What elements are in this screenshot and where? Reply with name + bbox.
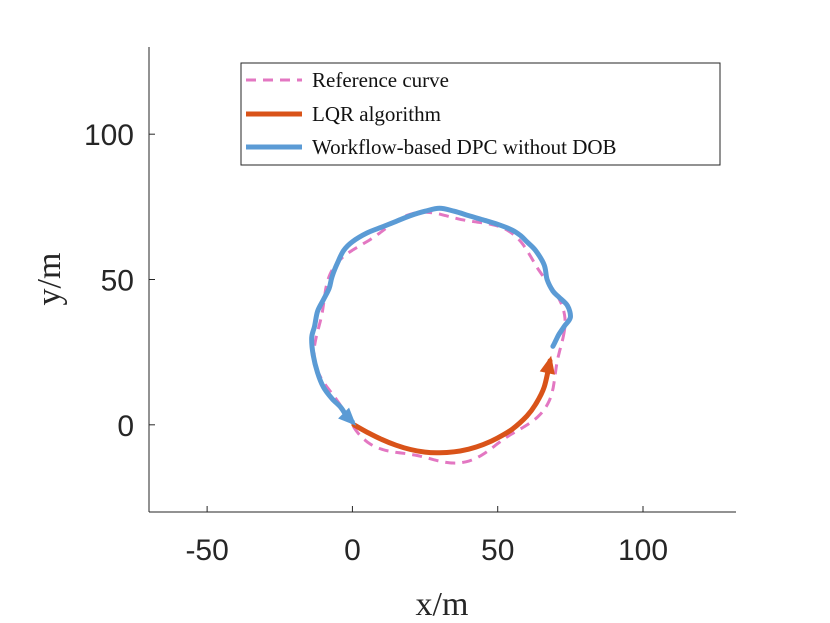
x-tick-label: 50 [481, 534, 514, 567]
legend-label-dpc: Workflow-based DPC without DOB [312, 135, 617, 159]
series-line-lqr [351, 358, 553, 456]
x-tick-label: 100 [618, 534, 668, 567]
x-tick-label: -50 [185, 534, 228, 567]
series-line-dpc [309, 205, 573, 425]
x-tick-label: 0 [344, 534, 361, 567]
legend: Reference curve LQR algorithm Workflow-b… [240, 62, 721, 166]
series-arrow-lqr [539, 355, 555, 375]
y-tick-label: 50 [101, 265, 134, 298]
y-tick-label: 0 [117, 410, 134, 443]
legend-label-lqr: LQR algorithm [312, 102, 441, 126]
legend-label-reference: Reference curve [312, 68, 449, 92]
legend-box [240, 62, 721, 166]
x-axis-ticks: -50 0 50 100 [185, 506, 668, 567]
y-axis-ticks: 0 50 100 [84, 119, 155, 443]
series-arrow-dpc [338, 407, 357, 426]
y-axis-title: y/m [31, 253, 68, 306]
series-layer [309, 205, 573, 465]
series-line-reference [312, 210, 567, 465]
x-axis-title: x/m [416, 586, 469, 623]
y-tick-label: 100 [84, 119, 134, 152]
